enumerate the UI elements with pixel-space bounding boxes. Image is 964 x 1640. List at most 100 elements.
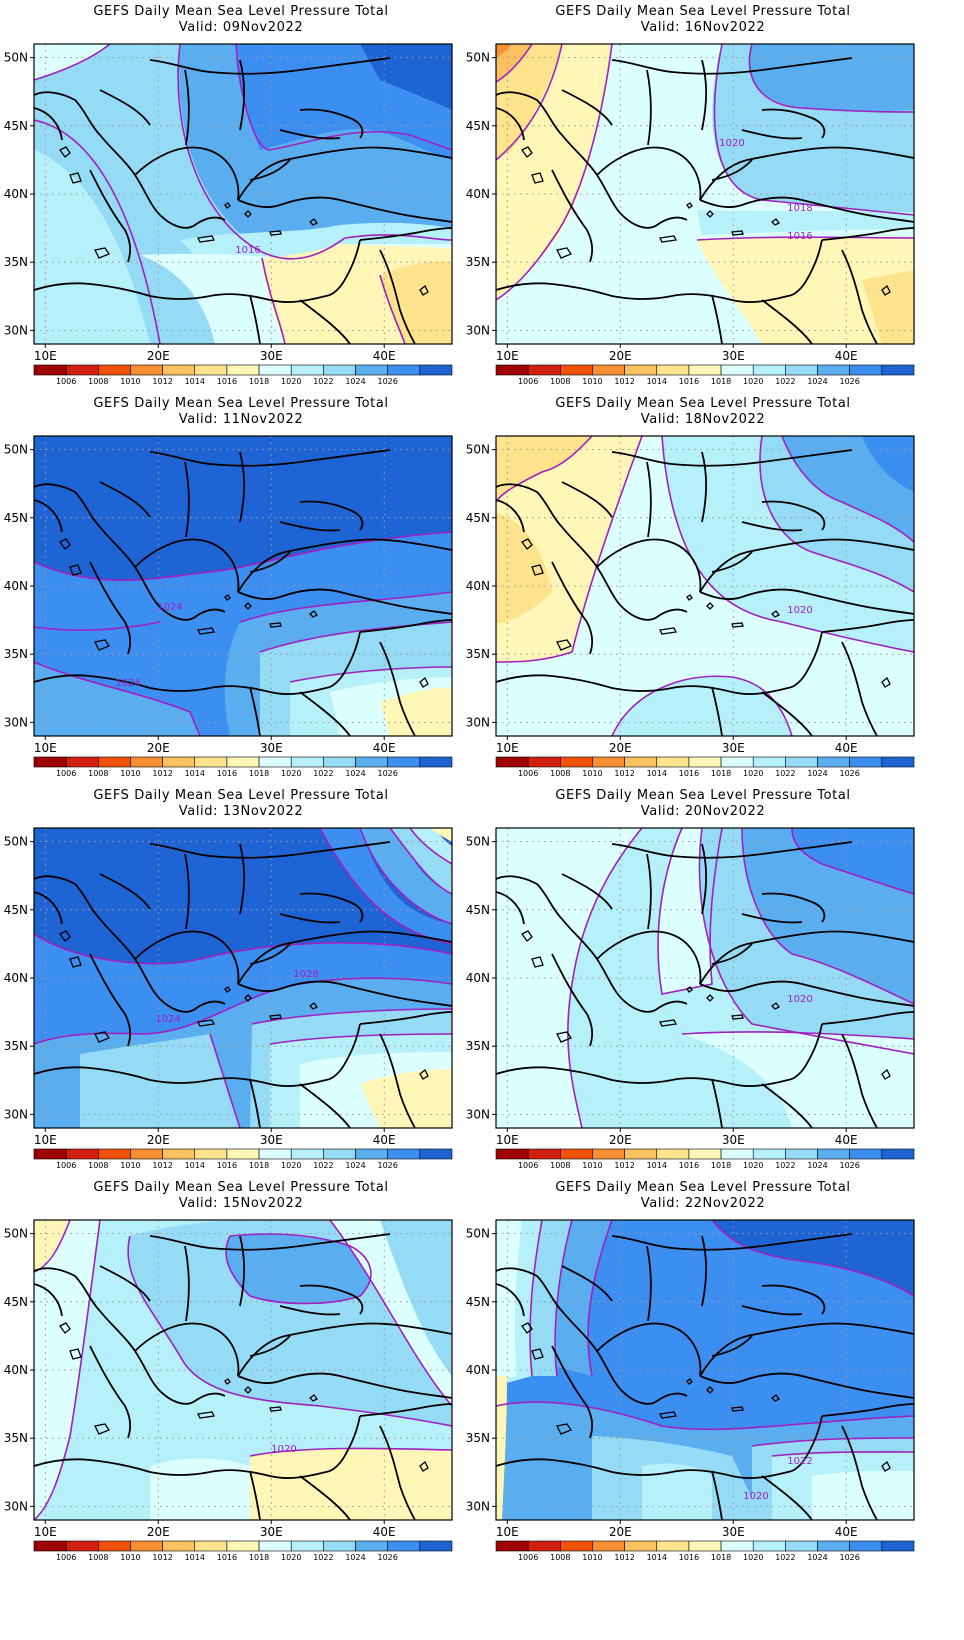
coastline (711, 1335, 753, 1357)
coastline (699, 980, 914, 1007)
colorbar: 1006 1008 1010 1012 1014 1016 1018 1020 1022 1024… (33, 364, 453, 386)
valid-date: 22Nov2022 (684, 1196, 766, 1211)
coastline (496, 282, 673, 300)
lat-tick-label: 30N (466, 323, 490, 337)
coastline (34, 1267, 161, 1392)
isobar (34, 661, 201, 736)
colorbar: 1006 1008 1010 1012 1014 1016 1018 1020 1022 1024… (495, 756, 915, 778)
coastline (761, 1284, 826, 1315)
colorbar-swatch (355, 756, 388, 768)
colorbar-swatch (688, 1148, 722, 1160)
colorbar-swatch (624, 756, 658, 768)
lat-tick-label: 45N (466, 903, 490, 917)
coastline (239, 843, 246, 915)
colorbar-label: 1024 (345, 377, 365, 386)
coastline (611, 449, 853, 467)
lat-tick-label: 30N (4, 1107, 28, 1121)
colorbar-swatch (419, 1148, 453, 1160)
coastline (149, 1233, 391, 1251)
island (309, 1002, 318, 1010)
island (224, 202, 231, 209)
pressure-field (496, 1220, 914, 1520)
colorbar-label: 1014 (185, 1161, 205, 1170)
mslp-panel-09Nov2022: GEFS Daily Mean Sea Level Pressure Total… (0, 0, 482, 410)
isobar (34, 977, 452, 1045)
island (269, 230, 282, 236)
colorbar-swatch (785, 364, 818, 376)
coastline (611, 841, 853, 859)
colorbar-swatch (387, 756, 421, 768)
lon-tick-label: 40E (835, 1525, 858, 1539)
lon-tick-label: 10E (496, 349, 519, 363)
colorbar-label: 1006 (56, 1553, 76, 1562)
lon-tick-label: 40E (835, 741, 858, 755)
lat-tick-label: 45N (466, 511, 490, 525)
valid-prefix: Valid: (640, 804, 681, 819)
island (686, 1378, 693, 1385)
colorbar-swatch (33, 756, 67, 768)
island (244, 1386, 252, 1394)
coastline (237, 1372, 452, 1399)
coastline (89, 1345, 132, 1439)
coastline (551, 953, 594, 1047)
colorbar-swatch (98, 364, 131, 376)
lon-tick-label: 10E (496, 1525, 519, 1539)
colorbar-label: 1026 (840, 769, 860, 778)
coastline (646, 461, 652, 538)
island (771, 610, 780, 618)
colorbar: 1006 1008 1010 1012 1014 1016 1018 1020 1022 1024… (33, 756, 453, 778)
colorbar-swatch (752, 1148, 786, 1160)
isobar (289, 666, 452, 683)
panel-title: GEFS Daily Mean Sea Level Pressure Total (555, 788, 851, 803)
pressure-band (360, 828, 452, 1128)
coastline (496, 1458, 673, 1476)
pressure-field (34, 44, 452, 344)
lon-tick-label: 20E (609, 1525, 632, 1539)
coastline (711, 1078, 723, 1128)
colorbar-swatch (258, 1148, 292, 1160)
colorbar-swatch (881, 1148, 915, 1160)
coastline (299, 1284, 364, 1315)
coastline (671, 1077, 793, 1087)
colorbar-label: 1018 (711, 769, 731, 778)
coastline (149, 449, 391, 467)
valid-date: 13Nov2022 (222, 804, 304, 819)
isobar-label: 1020 (719, 138, 744, 149)
panel-valid-date: Valid: 11Nov2022 (0, 412, 482, 428)
island (731, 230, 744, 236)
colorbar-label: 1006 (56, 769, 76, 778)
colorbar-swatch (560, 1540, 593, 1552)
colorbar-swatch (258, 756, 292, 768)
colorbar-swatch (355, 1148, 388, 1160)
colorbar-swatch (592, 364, 625, 376)
colorbar-swatch (720, 364, 754, 376)
lat-tick-label: 40N (4, 1363, 28, 1377)
colorbar-swatch (849, 1540, 883, 1552)
isobar (329, 1220, 452, 1407)
colorbar-label: 1016 (679, 377, 699, 386)
colorbar-label: 1024 (807, 1161, 827, 1170)
coastline (561, 481, 613, 518)
colorbar-swatch (387, 1540, 421, 1552)
colorbar-label: 1008 (550, 377, 570, 386)
colorbar-swatch (527, 364, 561, 376)
isobar (261, 257, 286, 344)
valid-date: 18Nov2022 (684, 412, 766, 427)
coastline (159, 998, 226, 1013)
isobar (748, 44, 914, 113)
colorbar-swatch (98, 756, 131, 768)
lat-tick-label: 30N (4, 715, 28, 729)
colorbar-swatch (65, 756, 99, 768)
coastline (496, 875, 623, 1000)
colorbar-swatch (323, 1148, 356, 1160)
coastline (239, 1235, 246, 1307)
colorbar-label: 1006 (56, 377, 76, 386)
colorbar-label: 1026 (378, 769, 398, 778)
lat-tick-label: 35N (466, 1431, 490, 1445)
colorbar-swatch (656, 1148, 690, 1160)
lat-tick-label: 30N (4, 1499, 28, 1513)
colorbar-swatch (323, 364, 356, 376)
